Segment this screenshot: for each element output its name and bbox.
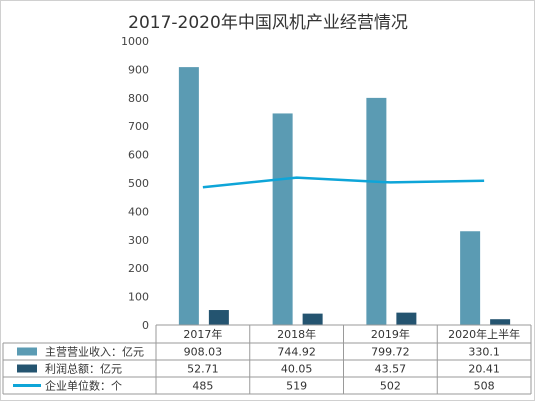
y-tick-label: 800 — [128, 92, 149, 105]
bar-revenue — [366, 97, 387, 325]
y-tick-label: 0 — [142, 319, 149, 332]
table-value: 519 — [286, 380, 307, 393]
table-value: 52.71 — [187, 363, 219, 376]
legend-label: 企业单位数：个 — [45, 379, 122, 393]
y-tick-label: 100 — [128, 291, 149, 304]
x-tick-label: 2020年上半年 — [448, 327, 520, 341]
bar-revenue — [272, 113, 293, 325]
bar-profit — [302, 313, 323, 325]
y-tick-label: 400 — [128, 205, 149, 218]
table-value: 20.41 — [468, 363, 500, 376]
y-tick-label: 700 — [128, 120, 149, 133]
table-value: 508 — [474, 380, 495, 393]
table-value: 744.92 — [277, 346, 316, 359]
y-tick-label: 900 — [128, 63, 149, 76]
legend-label: 利润总额：亿元 — [45, 362, 122, 376]
y-tick-label: 500 — [128, 177, 149, 190]
table-value: 502 — [380, 380, 401, 393]
table-value: 799.72 — [371, 346, 410, 359]
x-tick-label: 2019年 — [371, 327, 410, 341]
y-tick-label: 600 — [128, 149, 149, 162]
table-value: 485 — [192, 380, 213, 393]
bar-profit — [396, 312, 417, 325]
table-value: 908.03 — [184, 346, 223, 359]
legend-label: 主营营业收入：亿元 — [45, 345, 144, 359]
legend-key-swatch — [17, 347, 37, 356]
x-tick-label: 2017年 — [183, 327, 222, 341]
chart-title: 2017-2020年中国风机产业经营情况 — [128, 13, 408, 33]
y-tick-label: 300 — [128, 234, 149, 247]
y-axis: 0 100 200 300 400 500 600 700 800 900 1000 — [121, 35, 149, 332]
legend-key-swatch — [17, 364, 37, 373]
y-tick-label: 1000 — [121, 35, 149, 48]
x-tick-label: 2018年 — [277, 327, 316, 341]
bar-profit — [208, 310, 229, 325]
plot-area — [156, 67, 531, 326]
table-value: 330.1 — [468, 346, 500, 359]
bar-profit — [490, 319, 511, 325]
bar-revenue — [460, 231, 481, 325]
y-tick-label: 200 — [128, 262, 149, 275]
table-value: 40.05 — [281, 363, 313, 376]
bar-revenue — [178, 67, 199, 325]
table-value: 43.57 — [375, 363, 407, 376]
line-enterprise-count — [202, 176, 485, 189]
